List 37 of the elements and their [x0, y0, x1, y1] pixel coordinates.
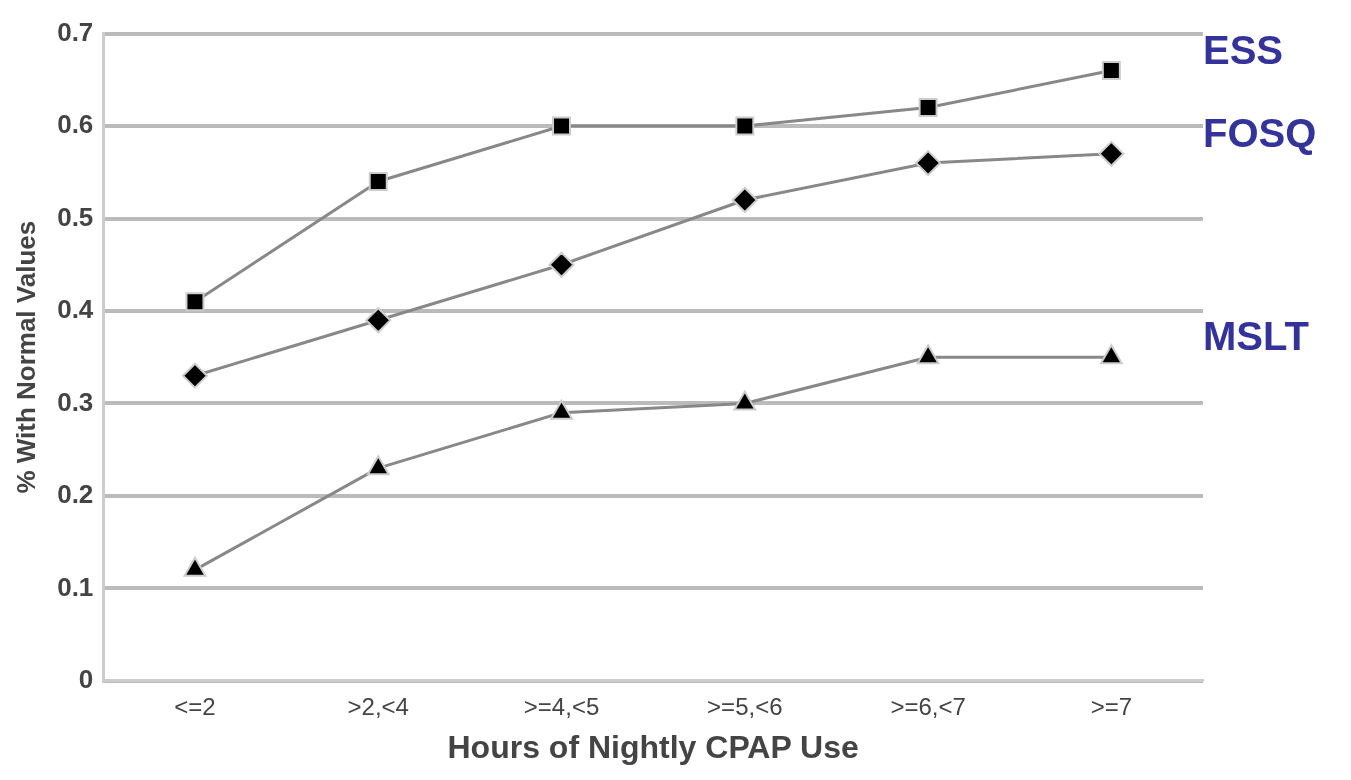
x-tick-label: >=5,<6 — [707, 692, 783, 720]
point — [1101, 61, 1121, 81]
point — [552, 116, 572, 136]
point — [731, 187, 758, 214]
text: MSLT — [1203, 314, 1309, 359]
x-axis-title: Hours of Nightly CPAP Use — [447, 728, 859, 765]
y-tick-label: 0 — [78, 663, 94, 694]
point — [735, 116, 755, 136]
point — [1099, 344, 1123, 365]
x-tick-label: >2,<4 — [347, 692, 409, 720]
point — [365, 307, 392, 334]
point — [548, 251, 575, 278]
point — [550, 399, 573, 420]
point — [1098, 140, 1125, 167]
point — [366, 455, 390, 476]
x-tick-label: >=6,<7 — [890, 692, 966, 720]
point — [918, 98, 938, 118]
y-tick-label: 0.3 — [57, 386, 94, 417]
y-tick-label: 0.2 — [57, 479, 94, 510]
y-tick-label: 0.7 — [57, 16, 94, 47]
point — [181, 362, 208, 389]
y-tick-label: 0.5 — [57, 201, 94, 232]
point — [916, 344, 940, 365]
y-tick-label: 0.4 — [57, 294, 94, 325]
point — [733, 390, 757, 411]
point — [368, 172, 388, 192]
series-label: FOSQ — [1203, 110, 1317, 155]
text: ESS — [1203, 27, 1284, 72]
point — [185, 292, 205, 312]
point — [915, 150, 942, 177]
point — [183, 556, 207, 577]
y-tick-label: 0.1 — [57, 571, 94, 602]
x-tick-label: >=7 — [1090, 692, 1133, 720]
y-axis-title: % With Normal Values — [10, 220, 41, 494]
x-tick-label: <=2 — [174, 692, 216, 720]
y-tick-label: 0.6 — [57, 109, 94, 140]
x-tick-label: >=4,<5 — [523, 692, 600, 720]
